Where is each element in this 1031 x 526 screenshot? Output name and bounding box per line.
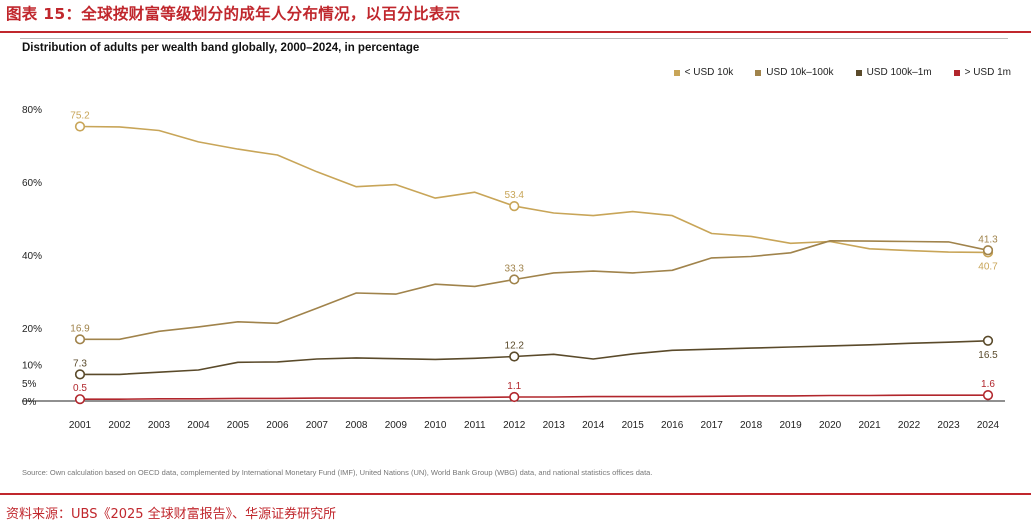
x-tick-label: 2023: [937, 420, 960, 431]
figure-title: 图表 15：全球按财富等级划分的成年人分布情况，以百分比表示: [6, 5, 461, 23]
y-tick-label: 0%: [22, 397, 37, 408]
legend-label-100k-1m: USD 100k–1m: [866, 67, 932, 78]
chart-title: Distribution of adults per wealth band g…: [22, 42, 420, 54]
footer-rule: [0, 493, 1031, 495]
header-rule: [0, 31, 1031, 33]
x-tick-label: 2006: [266, 420, 289, 431]
series-line: [80, 340, 989, 376]
y-tick-label: 5%: [22, 379, 37, 390]
x-tick-label: 2012: [503, 420, 526, 431]
data-label: 16.9: [70, 323, 90, 334]
legend-swatch-10k-100k: [755, 69, 762, 76]
data-label: 1.6: [981, 379, 995, 390]
x-tick-label: 2005: [227, 420, 250, 431]
legend-label-lt-10k: < USD 10k: [684, 67, 734, 78]
data-point-marker: [509, 200, 520, 212]
x-tick-label: 2016: [661, 420, 684, 431]
data-label: 7.3: [73, 358, 87, 369]
x-tick-label: 2002: [108, 420, 131, 431]
data-label: 33.3: [505, 263, 525, 274]
chart-source-note: Source: Own calculation based on OECD da…: [22, 468, 653, 477]
legend-item-lt-10k: < USD 10k: [673, 67, 734, 78]
data-point-marker: [509, 274, 520, 285]
x-tick-label: 2017: [701, 420, 724, 431]
data-point-marker: [74, 121, 86, 132]
x-tick-label: 2019: [779, 420, 802, 431]
data-label: 41.3: [978, 234, 998, 245]
x-tick-label: 2013: [543, 420, 566, 431]
x-tick-label: 2004: [187, 420, 210, 431]
data-point-marker: [509, 391, 520, 403]
x-tick-label: 2020: [819, 420, 842, 431]
data-point-marker: [74, 334, 86, 345]
x-tick-label: 2011: [464, 420, 486, 431]
data-point-marker: [982, 245, 994, 256]
y-tick-label: 10%: [22, 361, 42, 372]
chart-legend: < USD 10k USD 10k–100k USD 100k–1m > USD…: [673, 67, 1011, 78]
data-label: 16.5: [978, 350, 998, 361]
legend-label-10k-100k: USD 10k–100k: [766, 67, 834, 78]
legend-swatch-100k-1m: [855, 69, 862, 76]
x-tick-label: 2022: [898, 420, 921, 431]
figure-source: 资料来源：UBS《2025 全球财富报告》、华源证券研究所: [6, 507, 337, 522]
data-label: 53.4: [505, 190, 525, 201]
x-tick-label: 2007: [306, 420, 329, 431]
series-line: [80, 240, 989, 341]
chart-top-rule: [20, 38, 1008, 39]
x-tick-label: 2024: [977, 420, 1000, 431]
y-tick-label: 40%: [22, 251, 42, 262]
data-point-marker: [74, 394, 86, 405]
x-tick-label: 2001: [69, 420, 92, 431]
data-point-marker: [509, 351, 520, 362]
y-tick-label: 80%: [22, 105, 42, 116]
x-tick-label: 2021: [858, 420, 881, 431]
x-tick-label: 2010: [424, 420, 447, 431]
y-tick-label: 20%: [22, 324, 42, 335]
series-line: [79, 125, 989, 254]
legend-item-100k-1m: USD 100k–1m: [855, 67, 932, 78]
legend-swatch-gt-1m: [953, 69, 960, 76]
x-tick-label: 2014: [582, 420, 605, 431]
x-tick-label: 2015: [622, 420, 645, 431]
x-tick-label: 2008: [345, 420, 368, 431]
data-label: 40.7: [978, 261, 998, 272]
series-line: [80, 394, 988, 401]
data-point-marker: [982, 390, 994, 401]
data-point-marker: [74, 369, 86, 380]
data-label: 0.5: [73, 383, 87, 394]
legend-item-gt-1m: > USD 1m: [953, 67, 1011, 78]
data-label: 12.2: [505, 340, 525, 351]
y-tick-label: 60%: [22, 178, 42, 189]
legend-item-10k-100k: USD 10k–100k: [755, 67, 834, 78]
x-tick-label: 2018: [740, 420, 763, 431]
x-tick-label: 2009: [385, 420, 408, 431]
x-tick-label: 2003: [148, 420, 171, 431]
data-label: 1.1: [507, 381, 521, 392]
data-label: 75.2: [70, 111, 90, 122]
legend-swatch-lt-10k: [673, 69, 680, 76]
data-point-marker: [982, 335, 994, 346]
legend-label-gt-1m: > USD 1m: [964, 67, 1011, 78]
